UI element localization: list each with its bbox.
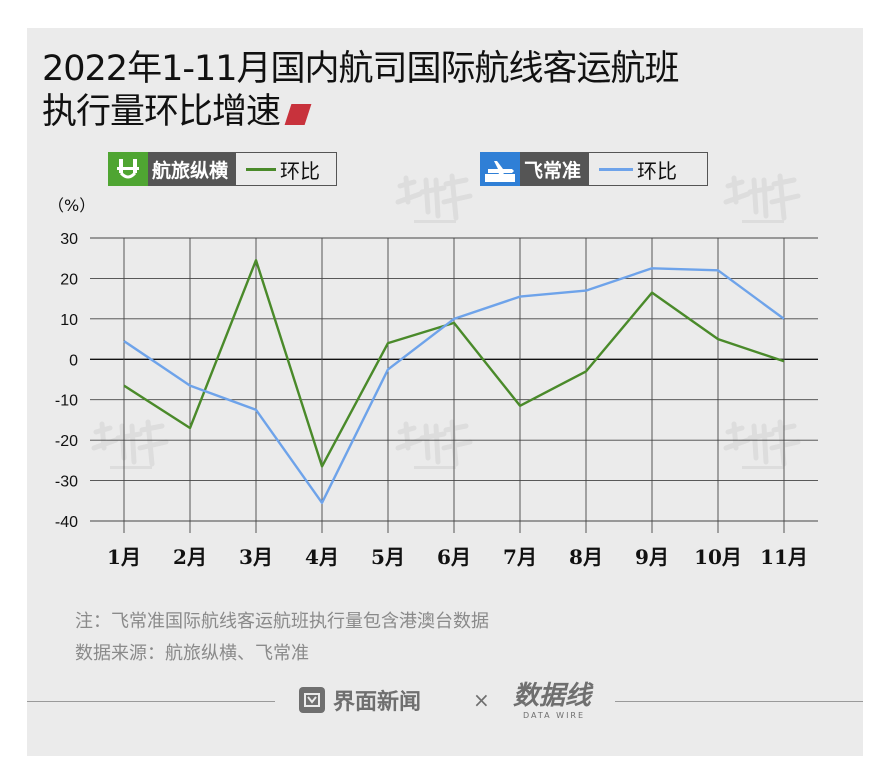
jiemian-icon <box>299 687 325 713</box>
datawire-en: DATA WIRE <box>523 711 585 720</box>
x-tick-label: 7月 <box>503 545 537 569</box>
legend-green-label: 环比 <box>280 158 321 183</box>
x-tick-label: 1月 <box>107 545 141 569</box>
footnote-note: 注：飞常准国际航线客运航班执行量包含港澳台数据 <box>75 611 489 632</box>
title-line-1: 2022年1-11月国内航司国际航线客运航班 <box>42 49 680 89</box>
legend-hanglvzongheng: 航旅纵横 环比 <box>108 152 338 186</box>
hanglvzongheng-name: 航旅纵横 <box>152 159 229 182</box>
datawire-cn: 数据线 <box>513 681 594 711</box>
hanglvzongheng-icon <box>108 152 148 186</box>
legend-entry-green: 环比 <box>236 152 338 186</box>
datawire-logo: 数据线 DATA WIRE <box>513 681 594 720</box>
y-tick-label: 30 <box>60 231 78 248</box>
title-line-2: 执行量环比增速 <box>42 92 281 132</box>
chart-title: 2022年1-11月国内航司国际航线客运航班 执行量环比增速 <box>42 48 680 134</box>
brand-row: 界面新闻 × 数据线 DATA WIRE <box>27 680 863 720</box>
x-tick-label: 5月 <box>371 545 405 569</box>
y-tick-label: 20 <box>60 271 78 288</box>
brand-divider-right <box>615 701 863 702</box>
x-tick-label: 9月 <box>635 545 669 569</box>
jiemian-name: 界面新闻 <box>333 690 422 715</box>
y-tick-label: -30 <box>55 474 78 491</box>
x-tick-label: 6月 <box>437 545 471 569</box>
footnote-source: 数据来源：航旅纵横、飞常准 <box>75 643 309 664</box>
feichangzhun-logo: 飞常准 <box>480 152 590 186</box>
x-tick-label: 4月 <box>305 545 339 569</box>
x-tick-label: 8月 <box>569 545 603 569</box>
airplane-icon <box>480 152 520 186</box>
datawire-watermark <box>392 172 476 236</box>
legend-green-line <box>246 167 277 171</box>
x-tick-label: 2月 <box>173 545 207 569</box>
brand-divider-left <box>27 701 275 702</box>
datawire-watermark <box>720 172 804 236</box>
hanglvzongheng-logo: 航旅纵横 <box>108 152 237 186</box>
feichangzhun-name: 飞常准 <box>524 159 582 182</box>
chart-card <box>27 28 863 756</box>
legend-feichangzhun: 飞常准 环比 <box>480 152 709 186</box>
y-tick-label: -40 <box>55 514 78 531</box>
y-tick-label: -10 <box>55 393 78 410</box>
footnotes: 注：飞常准国际航线客运航班执行量包含港澳台数据 数据来源：航旅纵横、飞常准 <box>75 606 489 670</box>
datawire-watermark <box>88 418 172 482</box>
legend-blue-label: 环比 <box>637 158 678 183</box>
y-tick-label: 10 <box>60 312 78 329</box>
legend-entry-blue: 环比 <box>589 152 709 186</box>
jiemian-logo: 界面新闻 <box>299 684 421 716</box>
x-tick-label: 3月 <box>239 545 273 569</box>
y-tick-label: -20 <box>55 433 78 450</box>
legend-blue-line <box>599 167 634 171</box>
brand-times-sign: × <box>473 688 490 712</box>
x-tick-label: 10月 <box>694 545 742 569</box>
x-tick-label: 11月 <box>760 545 808 569</box>
y-tick-label: 0 <box>69 352 78 369</box>
y-axis-unit: （%） <box>48 196 96 215</box>
